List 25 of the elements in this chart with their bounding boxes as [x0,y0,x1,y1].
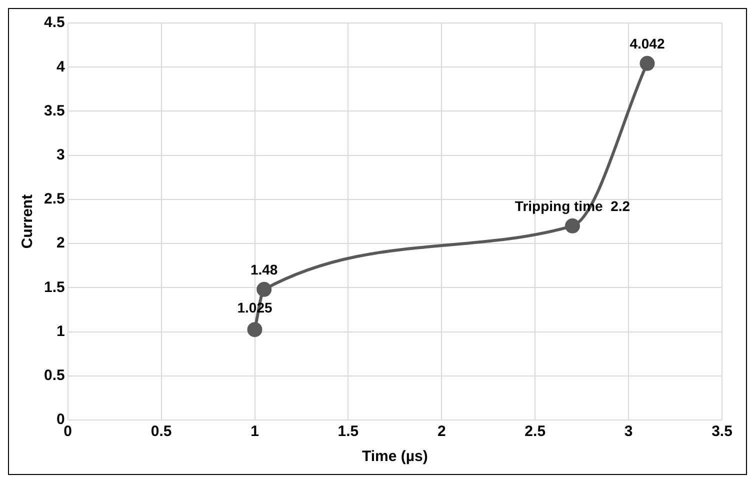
y-tick-label: 0.5 [44,367,65,384]
x-tick-label: 3 [624,423,633,440]
x-tick-label: 1 [250,423,259,440]
y-tick-label: 3.5 [44,102,65,120]
point [564,218,580,234]
x-tick-label: 2 [437,423,446,440]
x-tick-label: 2.5 [524,423,546,440]
y-tick-label: 4 [56,58,66,76]
point [247,322,262,338]
point [256,282,272,297]
y-tick-label: 4.5 [44,14,65,32]
y-tick-label: 2 [56,234,65,252]
x-tick-label: 0.5 [150,423,172,440]
x-tick-label: 1.5 [338,423,359,440]
y-tick-label: 3 [56,146,65,164]
y-tick-label: 0 [56,411,65,428]
y-axis-title: Current [19,194,36,249]
y-tick-label: 2.5 [44,190,65,208]
data-label: 4.042 [630,35,665,52]
x-axis-title: Time (µs) [362,448,428,466]
data-label: 1.48 [250,261,278,278]
point [640,56,655,71]
x-tick-label: 3.5 [712,423,732,440]
y-tick-label: 1.5 [44,278,65,296]
y-tick-label: 1 [56,322,65,340]
